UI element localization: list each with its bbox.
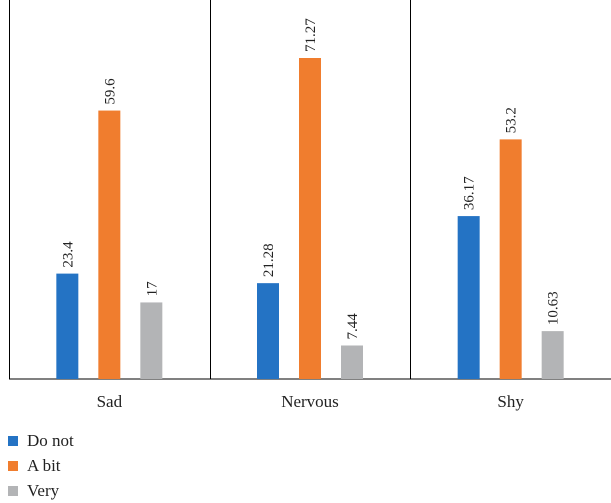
data-label: 59.6 bbox=[102, 78, 118, 105]
data-label: 21.28 bbox=[261, 243, 277, 277]
x-tick-label: Nervous bbox=[281, 392, 339, 411]
x-tick-label: Shy bbox=[497, 392, 524, 411]
legend-swatch-do-not bbox=[8, 435, 18, 446]
legend-label-do-not: Do not bbox=[27, 430, 74, 450]
x-tick-label: Sad bbox=[97, 392, 123, 411]
data-label: 7.44 bbox=[345, 313, 361, 340]
legend-swatch-a-bit bbox=[8, 460, 18, 471]
bar bbox=[257, 283, 279, 379]
bar bbox=[98, 110, 121, 379]
legend-item-a-bit: A bit bbox=[8, 453, 74, 478]
bar bbox=[56, 273, 79, 379]
data-label: 71.27 bbox=[303, 18, 319, 52]
bar bbox=[499, 139, 522, 379]
legend-label-very: Very bbox=[27, 480, 60, 500]
bar bbox=[140, 302, 163, 379]
bar bbox=[341, 345, 363, 379]
data-label: 17 bbox=[144, 281, 160, 297]
bar bbox=[457, 216, 480, 379]
data-label: 53.2 bbox=[504, 107, 520, 133]
legend-label-a-bit: A bit bbox=[27, 455, 61, 475]
legend-swatch-very bbox=[8, 485, 18, 496]
legend-item-very: Very bbox=[8, 478, 74, 503]
data-label: 10.63 bbox=[546, 291, 562, 325]
legend-item-do-not: Do not bbox=[8, 428, 74, 453]
data-label: 23.4 bbox=[60, 241, 76, 268]
data-label: 36.17 bbox=[462, 176, 478, 210]
legend: Do not A bit Very bbox=[8, 428, 74, 503]
bar bbox=[541, 331, 564, 379]
bar-chart: 23.4 59.6 17 Sad 21.28 71.27 7.44 Nervous 36.17 5… bbox=[9, 0, 611, 411]
bar bbox=[299, 58, 321, 379]
